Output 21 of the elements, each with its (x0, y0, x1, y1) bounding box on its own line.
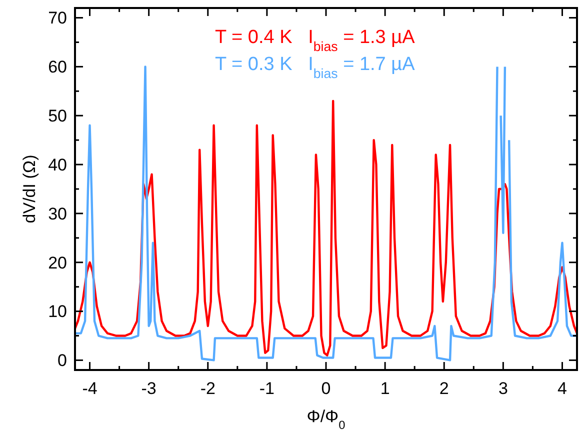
x-tick-label: 2 (439, 379, 449, 398)
y-tick-label: 10 (48, 302, 67, 322)
x-tick-label: -2 (200, 379, 216, 398)
x-tick-label: 4 (558, 379, 567, 398)
text: T = 0.3 K I$_{bias}$ = 1.7 µA (215, 54, 416, 80)
y-tick-label: 30 (48, 204, 67, 224)
y-tick-label: 70 (48, 8, 67, 28)
y-tick-label: 40 (48, 155, 67, 174)
x-tick-label: 3 (498, 379, 508, 398)
x-tick-label: -1 (259, 379, 275, 398)
x-tick-label: -4 (82, 379, 98, 398)
text: T = 0.4 K I$_{bias}$ = 1.3 µA (215, 27, 416, 54)
x-tick-label: -3 (141, 379, 156, 398)
y-tick-label: 60 (48, 58, 67, 77)
x-tick-label: 0 (321, 379, 331, 398)
y-axis-title: dV/dI (Ω) (20, 154, 39, 224)
y-tick-label: 0 (58, 351, 67, 370)
x-tick-label: 1 (380, 379, 390, 398)
x-axis-title: Φ/Φ$_{0}$ (306, 407, 346, 431)
y-tick-label: 20 (48, 253, 67, 272)
y-tick-label: 50 (48, 106, 67, 126)
